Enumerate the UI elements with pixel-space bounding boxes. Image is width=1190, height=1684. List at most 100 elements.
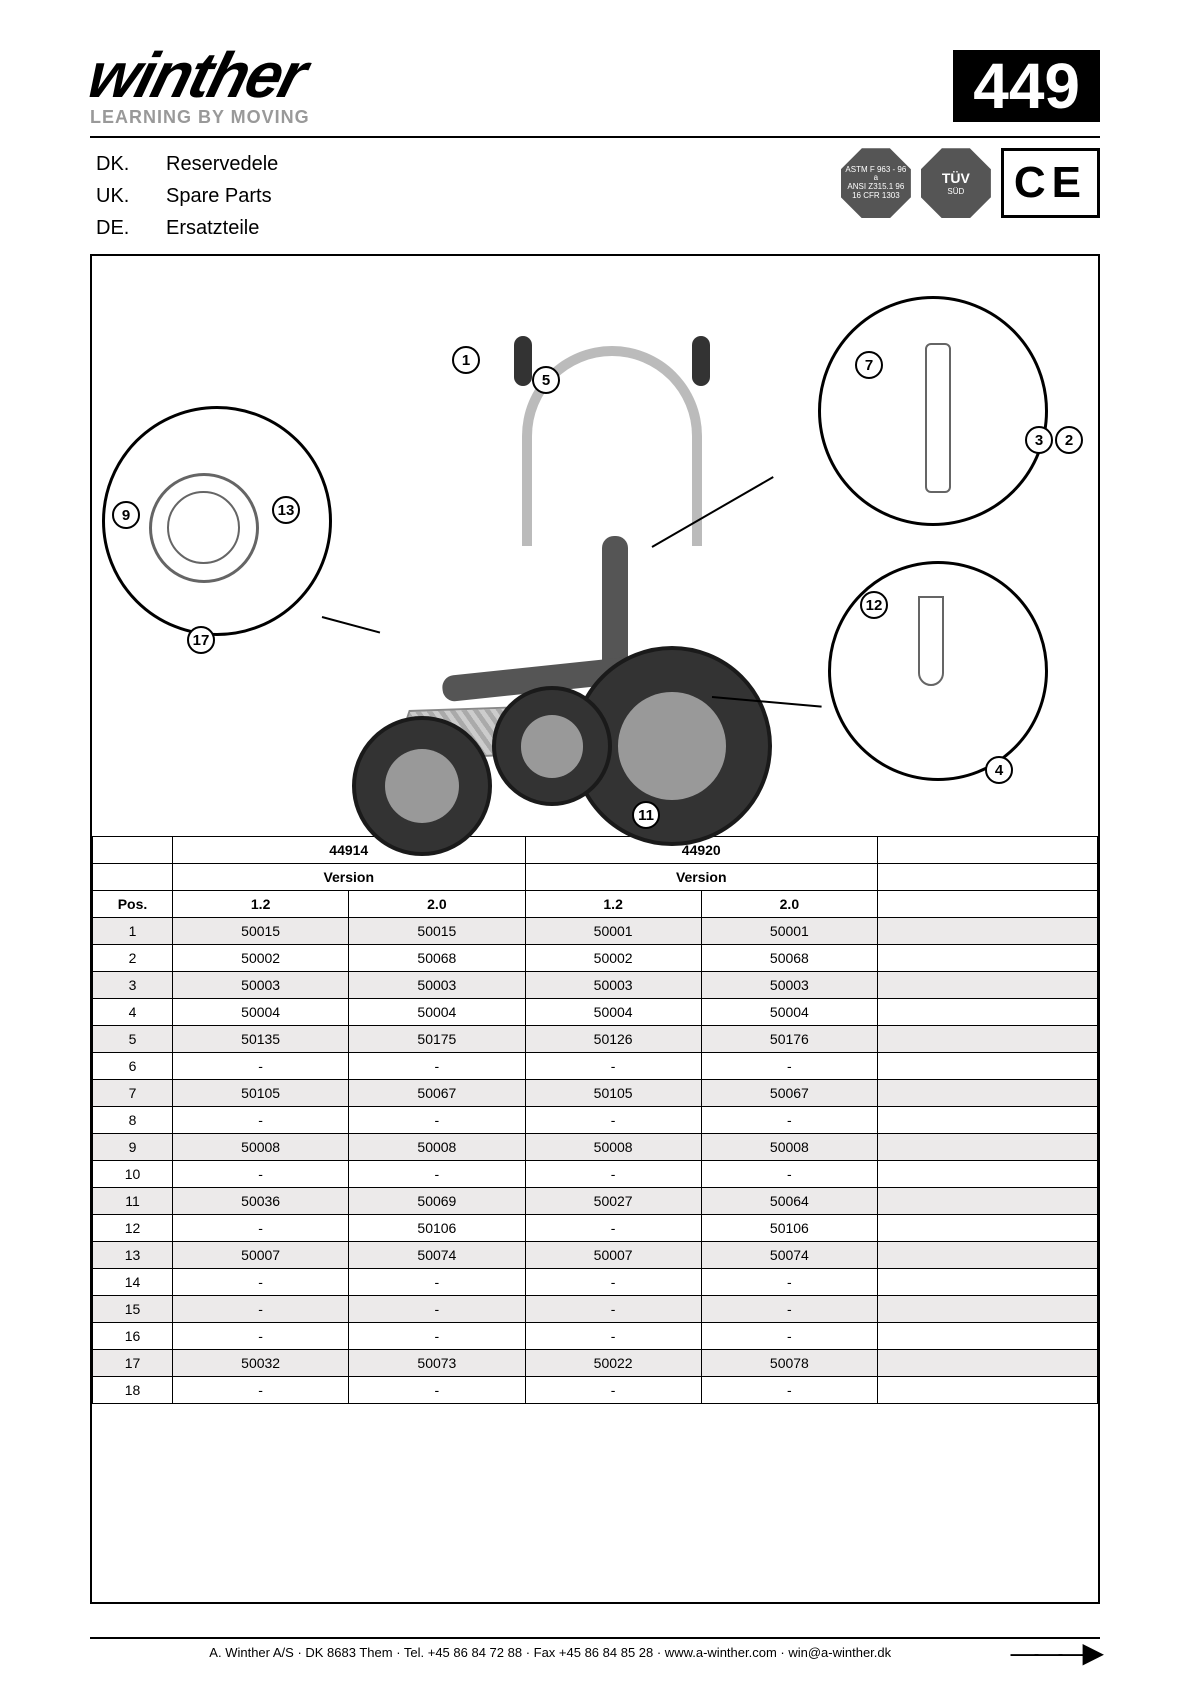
pos-cell: 13 (93, 1242, 173, 1269)
brand-logo: winther (83, 50, 316, 101)
part-cell: - (173, 1053, 349, 1080)
part-cell: 50105 (173, 1080, 349, 1107)
part-cell: - (349, 1296, 525, 1323)
part-cell: - (349, 1377, 525, 1404)
part-cell: 50003 (349, 972, 525, 999)
part-cell: 50004 (173, 999, 349, 1026)
callout-5: 5 (532, 366, 560, 394)
part-cell: - (701, 1296, 877, 1323)
part-cell: - (701, 1377, 877, 1404)
callout-2: 2 (1055, 426, 1083, 454)
ce-badge: CE (1001, 148, 1100, 218)
part-cell: 50004 (349, 999, 525, 1026)
parts-table: 44914 44920 Version Version Pos. 1.2 2.0… (92, 836, 1098, 1404)
version-label: Version (173, 864, 526, 891)
part-cell: 50064 (701, 1188, 877, 1215)
pos-cell: 4 (93, 999, 173, 1026)
part-cell: - (525, 1323, 701, 1350)
part-cell: - (525, 1296, 701, 1323)
table-row: 950008500085000850008 (93, 1134, 1098, 1161)
part-cell: 50008 (173, 1134, 349, 1161)
part-cell: 50135 (173, 1026, 349, 1053)
part-cell: 50027 (525, 1188, 701, 1215)
pos-cell: 9 (93, 1134, 173, 1161)
pos-cell: 3 (93, 972, 173, 999)
table-body: 1500155001550001500012500025006850002500… (93, 918, 1098, 1404)
part-cell: 50126 (525, 1026, 701, 1053)
part-cell: 50069 (349, 1188, 525, 1215)
table-row: 150015500155000150001 (93, 918, 1098, 945)
table-row: 750105500675010550067 (93, 1080, 1098, 1107)
astm-badge: ASTM F 963 - 96 a ANSI Z315.1 96 16 CFR … (841, 148, 911, 218)
part-cell: 50001 (525, 918, 701, 945)
language-list: DK.Reservedele UK.Spare Parts DE.Ersatzt… (96, 148, 278, 244)
table-row: 14---- (93, 1269, 1098, 1296)
part-cell: 50002 (525, 945, 701, 972)
tuv-badge: TÜV SÜD (921, 148, 991, 218)
footer: A. Winther A/S · DK 8683 Them · Tel. +45… (90, 1636, 1100, 1669)
part-cell: 50175 (349, 1026, 525, 1053)
part-cell: - (349, 1161, 525, 1188)
table-row: 10---- (93, 1161, 1098, 1188)
part-cell: - (173, 1296, 349, 1323)
part-cell: - (173, 1269, 349, 1296)
part-cell: 50003 (701, 972, 877, 999)
part-cell: - (349, 1053, 525, 1080)
part-cell: 50074 (701, 1242, 877, 1269)
part-cell: - (701, 1053, 877, 1080)
part-cell: 50004 (525, 999, 701, 1026)
part-cell: 50003 (173, 972, 349, 999)
table-row: 15---- (93, 1296, 1098, 1323)
next-page-arrow-icon: ———▶ (1010, 1636, 1100, 1669)
version-label: Version (525, 864, 878, 891)
page: winther LEARNING BY MOVING 449 DK.Reserv… (0, 0, 1190, 1684)
part-cell: - (349, 1107, 525, 1134)
detail-fork-axle (828, 561, 1048, 781)
part-cell: - (701, 1323, 877, 1350)
part-cell: 50068 (701, 945, 877, 972)
part-cell: 50074 (349, 1242, 525, 1269)
part-cell: 50032 (173, 1350, 349, 1377)
model-44914: 44914 (173, 837, 526, 864)
part-cell: - (525, 1377, 701, 1404)
part-cell: - (525, 1269, 701, 1296)
part-cell: - (173, 1377, 349, 1404)
part-cell: - (173, 1323, 349, 1350)
part-cell: 50078 (701, 1350, 877, 1377)
part-cell: - (173, 1107, 349, 1134)
part-cell: 50007 (173, 1242, 349, 1269)
pos-cell: 18 (93, 1377, 173, 1404)
part-cell: 50002 (173, 945, 349, 972)
table-row: 250002500685000250068 (93, 945, 1098, 972)
part-cell: - (349, 1323, 525, 1350)
pos-cell: 12 (93, 1215, 173, 1242)
part-cell: - (525, 1215, 701, 1242)
table-row: 550135501755012650176 (93, 1026, 1098, 1053)
detail-headset (818, 296, 1048, 526)
callout-4: 4 (985, 756, 1013, 784)
exploded-diagram: 9 13 17 7 3 2 12 4 (92, 256, 1098, 836)
pos-cell: 5 (93, 1026, 173, 1053)
part-cell: 50022 (525, 1350, 701, 1377)
part-cell: 50008 (701, 1134, 877, 1161)
logo-block: winther LEARNING BY MOVING (90, 50, 310, 128)
callout-1: 1 (452, 346, 480, 374)
table-row: 8---- (93, 1107, 1098, 1134)
part-cell: 50106 (701, 1215, 877, 1242)
part-cell: 50001 (701, 918, 877, 945)
cert-badges: ASTM F 963 - 96 a ANSI Z315.1 96 16 CFR … (841, 148, 1100, 218)
part-cell: - (701, 1107, 877, 1134)
pos-cell: 1 (93, 918, 173, 945)
model-number-badge: 449 (953, 50, 1100, 122)
callout-3: 3 (1025, 426, 1053, 454)
part-cell: - (525, 1161, 701, 1188)
footer-text: A. Winther A/S · DK 8683 Them · Tel. +45… (90, 1645, 1010, 1660)
content-frame: 9 13 17 7 3 2 12 4 (90, 254, 1100, 1604)
table-row: 6---- (93, 1053, 1098, 1080)
pos-cell: 2 (93, 945, 173, 972)
callout-9: 9 (112, 501, 140, 529)
table-head: 44914 44920 Version Version Pos. 1.2 2.0… (93, 837, 1098, 918)
pos-header: Pos. (93, 891, 173, 918)
table-row: 16---- (93, 1323, 1098, 1350)
part-cell: 50067 (349, 1080, 525, 1107)
